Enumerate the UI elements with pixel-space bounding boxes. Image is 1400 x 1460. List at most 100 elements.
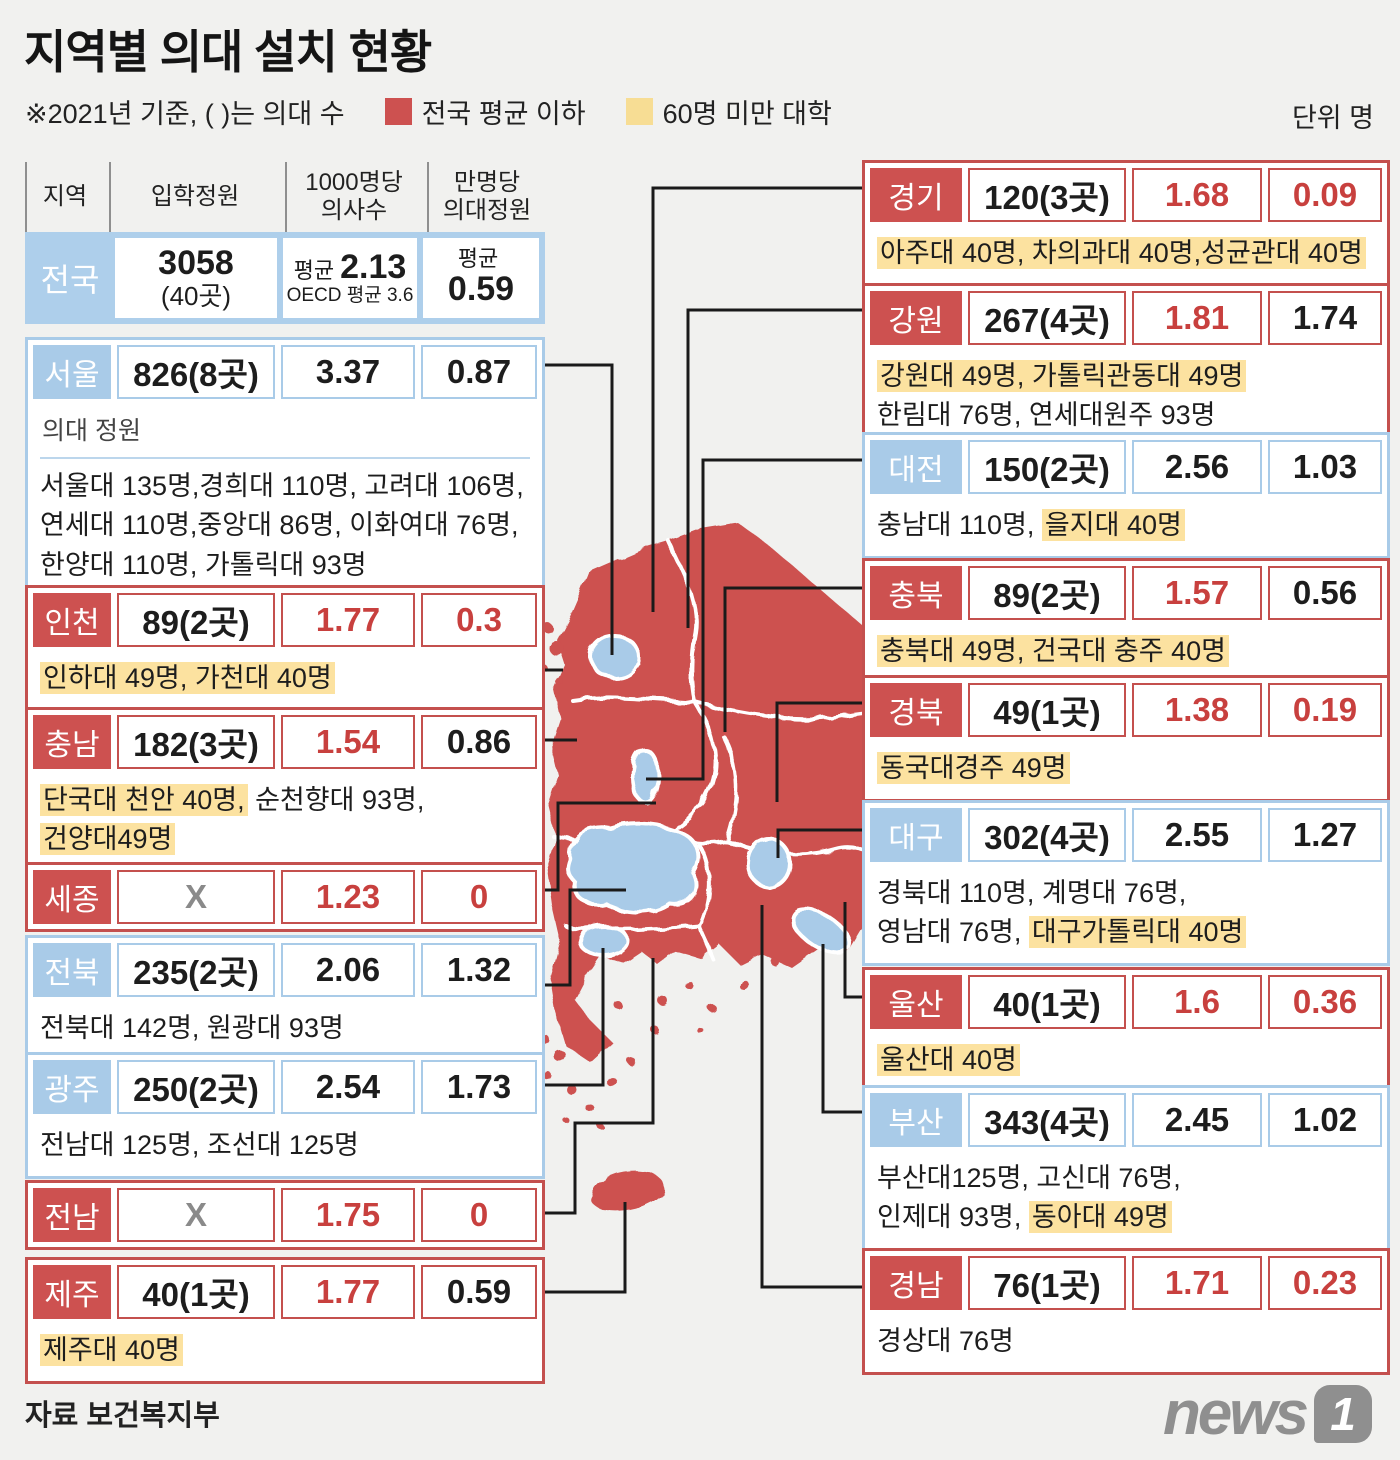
university-detail: 경상대 76명 — [877, 1326, 1014, 1356]
connector-jeonbuk — [545, 888, 626, 987]
quota-value: 0.87 — [421, 345, 537, 399]
doctors-value: 1.57 — [1132, 566, 1262, 620]
news1-logo-one-icon: 1 — [1314, 1384, 1372, 1443]
admission-value: 150(2곳) — [968, 440, 1126, 494]
region-label: 경북 — [870, 683, 962, 737]
connector-jeju — [545, 1202, 627, 1294]
national-admission: 3058 (40곳) — [115, 238, 277, 318]
region-label: 강원 — [870, 291, 962, 345]
map-region-seoul — [589, 634, 641, 680]
admission-value: 89(2곳) — [968, 566, 1126, 620]
legend-below-average: 전국 평균 이하 — [384, 92, 586, 131]
region-label: 충북 — [870, 566, 962, 620]
region-block-chungbuk: 충북 89(2곳) 1.57 0.56 충북대 49명, 건국대 충주 40명 — [862, 558, 1390, 686]
admission-value: 267(4곳) — [968, 291, 1126, 345]
region-label: 충남 — [33, 715, 111, 769]
province-border — [564, 924, 701, 933]
map-region-daegu — [746, 837, 792, 889]
university-detail: 전북대 142명, 원광대 93명 — [40, 1013, 344, 1043]
column-header-doctors: 1000명당 의사수 — [285, 162, 421, 232]
university-detail: 전남대 125명, 조선대 125명 — [40, 1130, 359, 1160]
region-block-gangwon: 강원 267(4곳) 1.81 1.74 강원대 49명, 가톨릭관동대 49명… — [862, 283, 1390, 450]
news1-logo-text: news — [1162, 1379, 1309, 1448]
region-label: 전북 — [33, 943, 111, 997]
red-swatch-icon — [384, 98, 412, 125]
university-detail: 충남대 110명, 을지대 40명 — [865, 499, 1387, 556]
region-label: 경남 — [870, 1256, 962, 1310]
province-border — [722, 735, 739, 843]
university-detail: 아주대 40명, 차의과대 40명,성균관대 40명 — [865, 227, 1387, 284]
doctors-value: 1.38 — [1132, 683, 1262, 737]
university-detail: 동국대경주 49명 — [865, 742, 1387, 799]
university-detail: 부산대125명, 고신대 76명, 인제대 93명, 동아대 49명 — [877, 1163, 1181, 1234]
doctors-value: 1.71 — [1132, 1256, 1262, 1310]
doctors-value: 1.75 — [281, 1188, 415, 1242]
region-block-incheon: 인천 89(2곳) 1.77 0.3 인하대 49명, 가천대 40명 — [25, 585, 545, 713]
quota-value: 0 — [421, 870, 537, 924]
university-detail: 경북대 110명, 계명대 76명, 영남대 76명, 대구가톨릭대 40명 — [865, 867, 1387, 963]
admission-value: 40(1곳) — [117, 1265, 275, 1319]
source-text: 자료 보건복지부 — [25, 1400, 220, 1432]
university-detail: 충북대 49명, 건국대 충주 40명 — [865, 625, 1387, 682]
connector-gangwon — [686, 308, 862, 628]
admission-value: X — [117, 870, 275, 924]
quota-value: 0.86 — [421, 715, 537, 769]
connector-daegu — [776, 828, 862, 858]
connector-lines — [545, 186, 862, 1294]
detail-header: 의대 정원 — [40, 411, 530, 460]
connector-gyeongbuk — [775, 701, 862, 802]
region-label: 부산 — [870, 1093, 962, 1147]
map-region-jeju — [590, 1171, 665, 1212]
quota-value: 1.73 — [421, 1060, 537, 1114]
doctors-value: 1.68 — [1132, 168, 1262, 222]
province-border — [666, 538, 698, 704]
admission-value: 343(4곳) — [968, 1093, 1126, 1147]
table-header: 지역 입학정원 1000명당 의사수 만명당 의대정원 — [25, 162, 545, 232]
connector-sejong — [545, 801, 656, 892]
quota-value: 0.23 — [1268, 1256, 1382, 1310]
admission-value: 76(1곳) — [968, 1256, 1126, 1310]
doctors-value: 2.06 — [281, 943, 415, 997]
column-header-quota: 만명당 의대정원 — [427, 162, 545, 232]
doctors-value: 1.54 — [281, 715, 415, 769]
quota-value: 0.59 — [421, 1265, 537, 1319]
region-label: 인천 — [33, 593, 111, 647]
unit-label: 단위 명 — [1291, 103, 1374, 133]
quota-value: 0.36 — [1268, 975, 1382, 1029]
quota-value: 0.56 — [1268, 566, 1382, 620]
column-header-region: 지역 — [25, 162, 103, 232]
legend-under-60: 60명 미만 대학 — [625, 92, 832, 131]
quota-value: 1.03 — [1268, 440, 1382, 494]
admission-value: 182(3곳) — [117, 715, 275, 769]
column-header-admission: 입학정원 — [109, 162, 279, 232]
region-block-daegu: 대구 302(4곳) 2.55 1.27 경북대 110명, 계명대 76명, … — [862, 800, 1390, 967]
doctors-value: 2.56 — [1132, 440, 1262, 494]
region-block-ulsan: 울산 40(1곳) 1.6 0.36 울산대 40명 — [862, 967, 1390, 1095]
admission-value: X — [117, 1188, 275, 1242]
admission-value: 89(2곳) — [117, 593, 275, 647]
doctors-value: 1.6 — [1132, 975, 1262, 1029]
region-label: 서울 — [33, 345, 111, 399]
connector-jeonnam — [545, 958, 655, 1215]
region-block-daejeon: 대전 150(2곳) 2.56 1.03 충남대 110명, 을지대 40명 — [862, 432, 1390, 560]
admission-value: 40(1곳) — [968, 975, 1126, 1029]
region-label: 대전 — [870, 440, 962, 494]
doctors-value: 1.77 — [281, 1265, 415, 1319]
region-block-gwangju: 광주 250(2곳) 2.54 1.73 전남대 125명, 조선대 125명 — [25, 1052, 545, 1180]
admission-value: 49(1곳) — [968, 683, 1126, 737]
quota-value: 0.19 — [1268, 683, 1382, 737]
region-label: 세종 — [33, 870, 111, 924]
admission-value: 826(8곳) — [117, 345, 275, 399]
doctors-value: 1.23 — [281, 870, 415, 924]
doctors-value: 2.55 — [1132, 808, 1262, 862]
university-detail: 울산대 40명 — [865, 1034, 1387, 1091]
connector-busan — [821, 944, 862, 1114]
connector-seoul — [545, 363, 614, 655]
national-doctors: 평균 2.13 OECD 평균 3.6 — [283, 238, 417, 318]
region-block-busan: 부산 343(4곳) 2.45 1.02 부산대125명, 고신대 76명, 인… — [862, 1085, 1390, 1252]
subtitle-legend-row: ※2021년 기준, ( )는 의대 수 전국 평균 이하 60명 미만 대학 — [25, 92, 832, 131]
province-border — [659, 700, 718, 840]
legend-under-60-label: 60명 미만 대학 — [662, 99, 832, 129]
doctors-value: 1.81 — [1132, 291, 1262, 345]
region-block-seoul: 서울 826(8곳) 3.37 0.87 의대 정원 서울대 135명,경희대 … — [25, 337, 545, 599]
